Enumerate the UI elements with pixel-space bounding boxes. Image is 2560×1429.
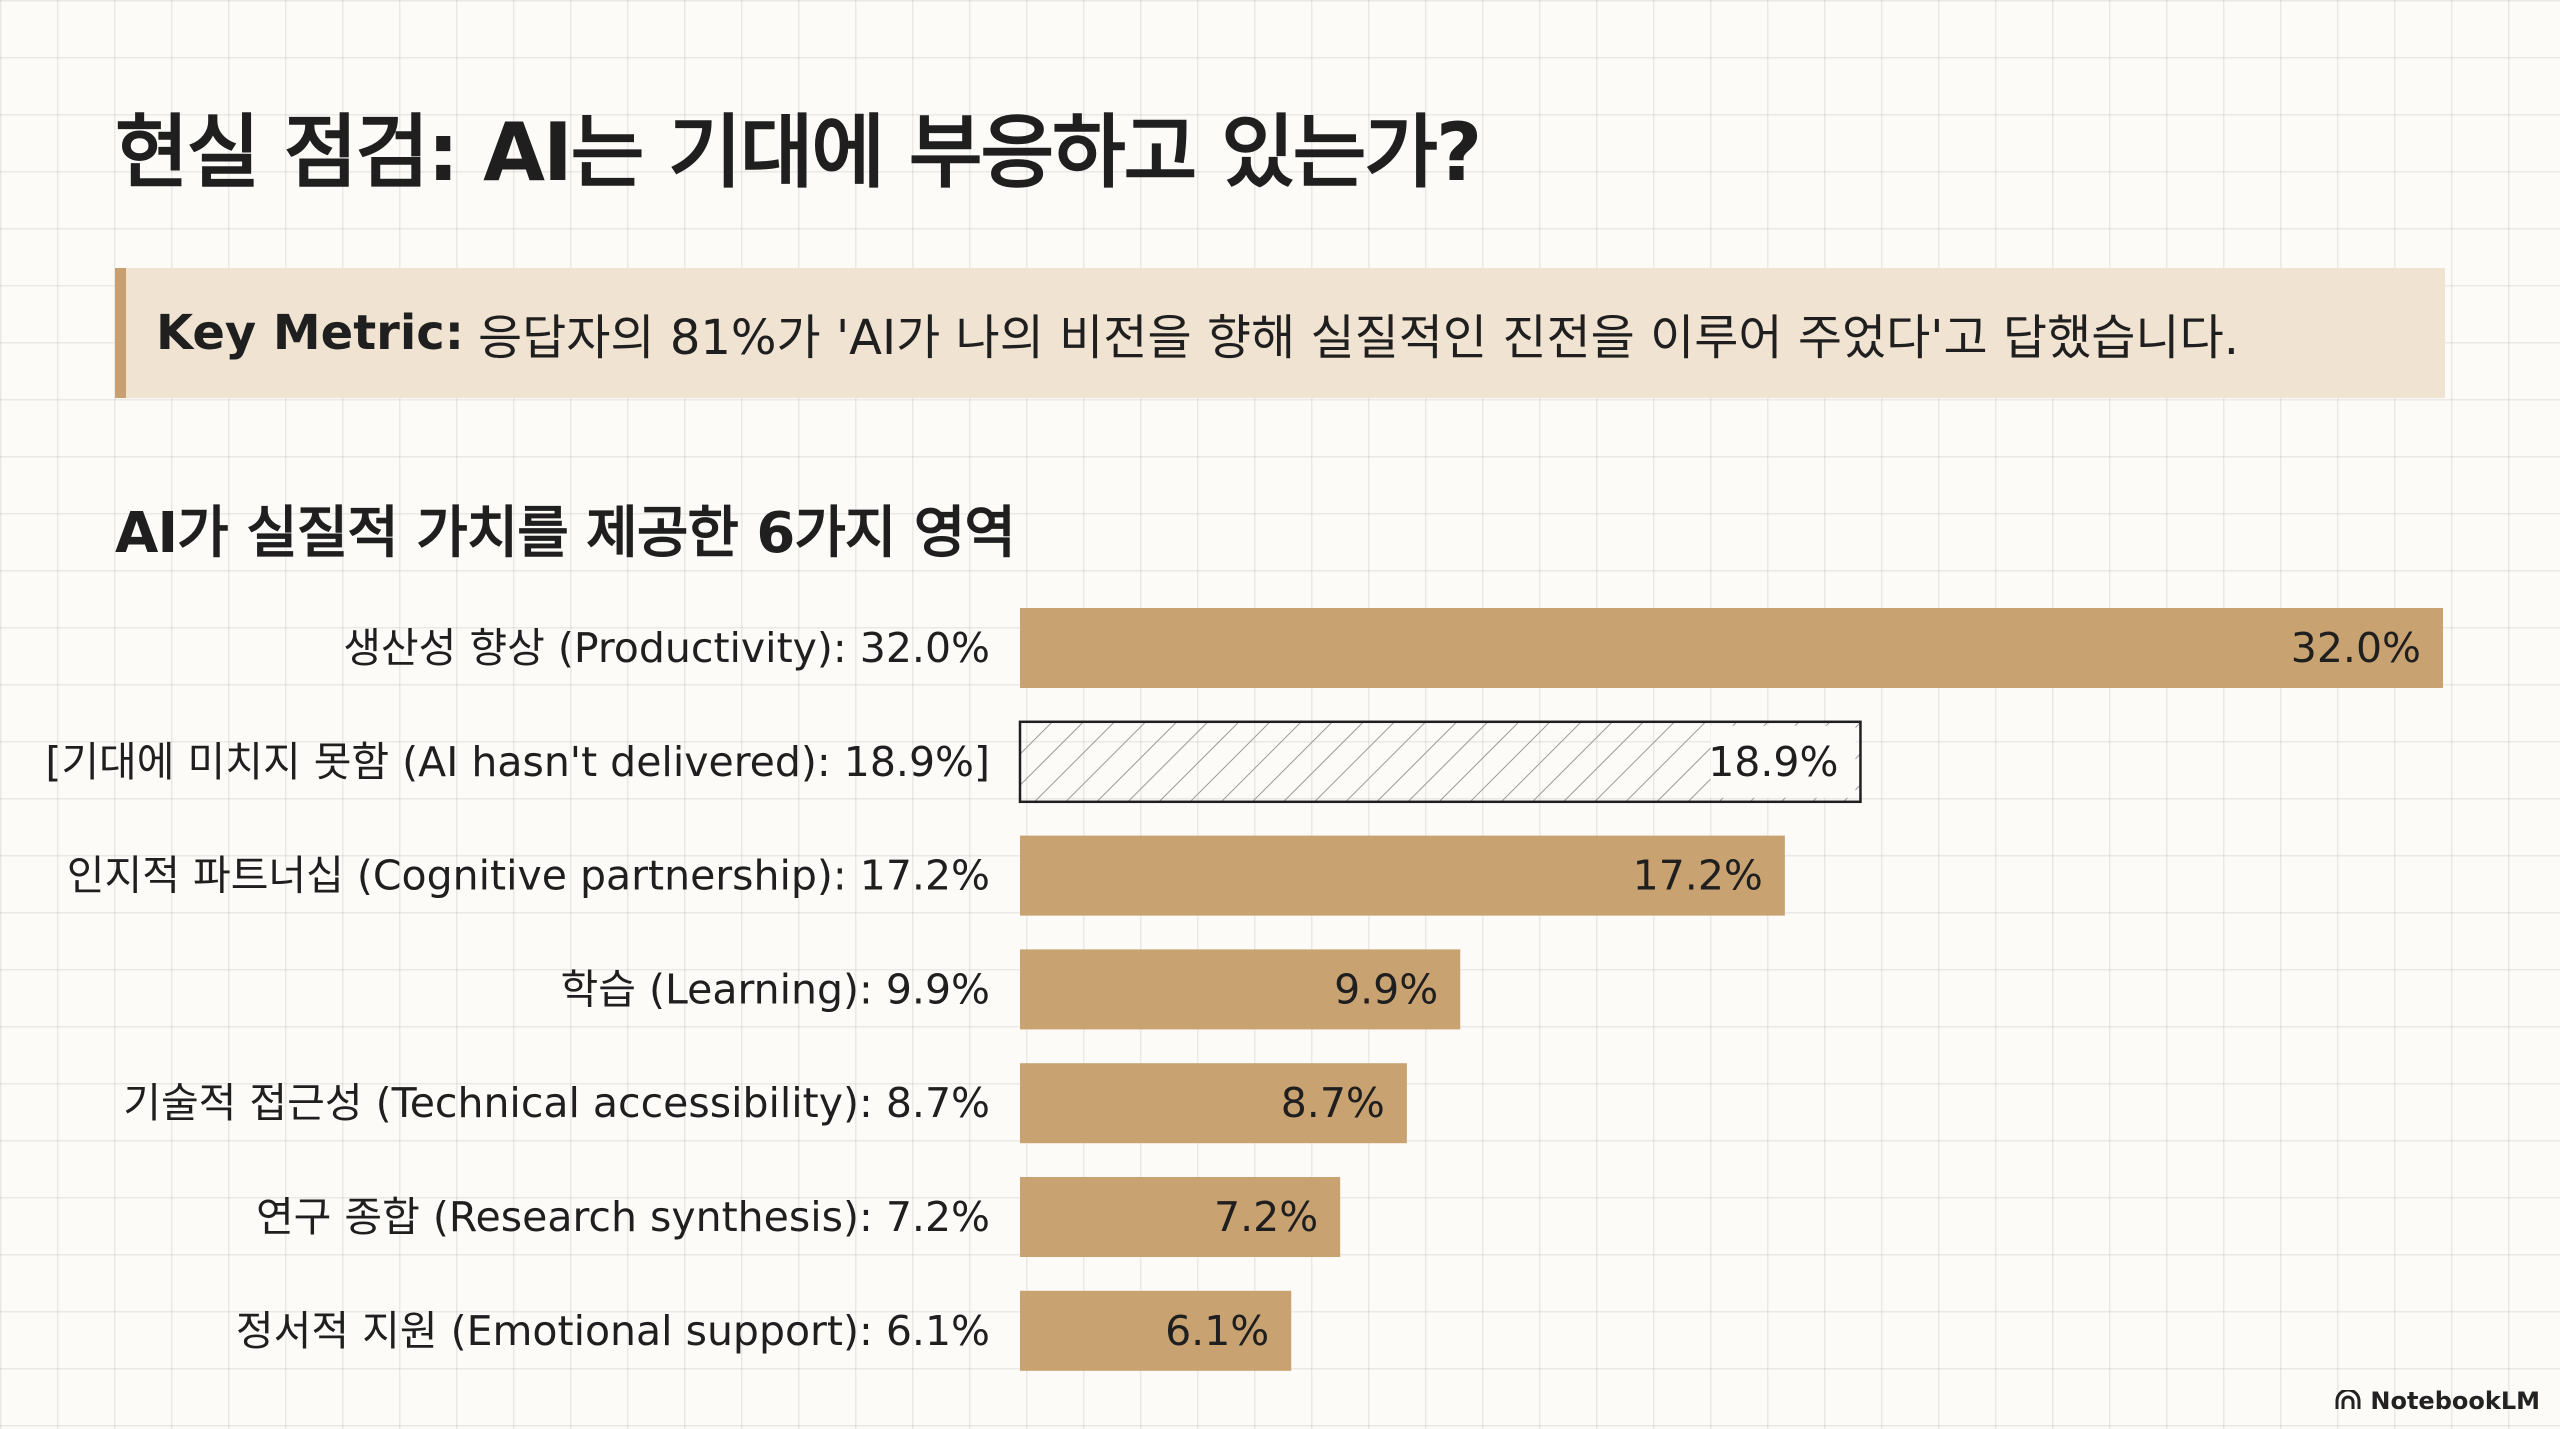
category-label: 기술적 접근성 (Technical accessibility): 8.7% xyxy=(123,1079,990,1127)
value-label: 32.0% xyxy=(2291,624,2421,672)
page-title: 현실 점검: AI는 기대에 부응하고 있는가? xyxy=(115,106,1482,199)
category-label: [기대에 미치지 못함 (AI hasn't delivered): 18.9%… xyxy=(45,738,990,786)
notebooklm-logo-icon xyxy=(2335,1390,2361,1409)
category-label: 연구 종합 (Research synthesis): 7.2% xyxy=(256,1193,990,1241)
chart-title: AI가 실질적 가치를 제공한 6가지 영역 xyxy=(115,501,1016,566)
value-label: 17.2% xyxy=(1633,852,1763,900)
bar xyxy=(1020,949,1461,1030)
value-label: 6.1% xyxy=(1165,1307,1269,1355)
value-label-backdrop xyxy=(1710,725,1856,798)
value-label: 9.9% xyxy=(1334,965,1438,1013)
brand-name: NotebookLM xyxy=(2370,1387,2540,1415)
key-metric-label: Key Metric: xyxy=(156,305,464,361)
value-label: 7.2% xyxy=(1214,1193,1318,1241)
category-label: 정서적 지원 (Emotional support): 6.1% xyxy=(236,1307,990,1355)
brand-logo: NotebookLM xyxy=(2334,1387,2540,1415)
category-label: 인지적 파트너십 (Cognitive partnership): 17.2% xyxy=(67,852,990,900)
bar xyxy=(1020,1177,1341,1257)
bar xyxy=(1020,608,2443,688)
key-metric-callout: Key Metric: 응답자의 81%가 'AI가 나의 비전을 향해 실질적… xyxy=(115,268,2445,398)
value-label: 18.9% xyxy=(1708,738,1838,786)
bar xyxy=(1020,1290,1292,1371)
category-label: 학습 (Learning): 9.9% xyxy=(561,965,990,1013)
bar xyxy=(1020,835,1785,916)
category-label: 생산성 향상 (Productivity): 32.0% xyxy=(343,624,990,672)
value-label: 8.7% xyxy=(1281,1079,1385,1127)
key-metric-text: 응답자의 81%가 'AI가 나의 비전을 향해 실질적인 진전을 이루어 주었… xyxy=(477,310,2239,366)
bar xyxy=(1020,1063,1407,1144)
